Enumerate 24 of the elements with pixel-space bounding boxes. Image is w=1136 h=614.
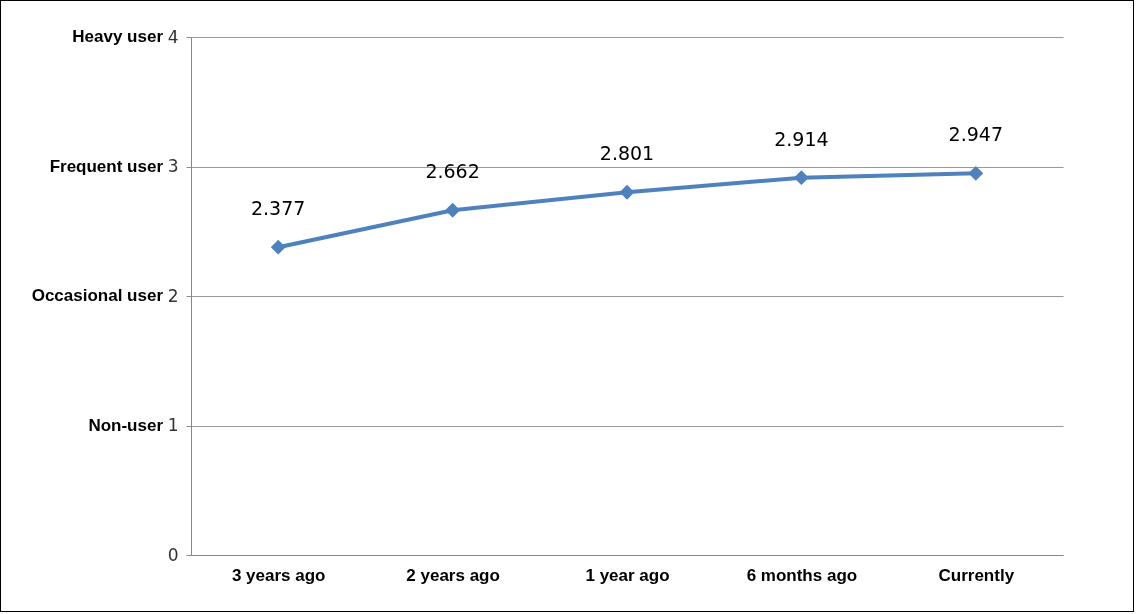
data-label: 2.947 — [948, 123, 1003, 146]
y-tick-label: 4 — [167, 26, 179, 47]
x-tick-label: 1 year ago — [585, 565, 670, 585]
data-label: 2.377 — [251, 197, 306, 220]
data-label: 2.914 — [774, 127, 829, 150]
data-label: 2.801 — [599, 142, 655, 165]
point — [270, 239, 286, 255]
y-tick-label: 1 — [167, 415, 179, 435]
data-label: 2.662 — [425, 160, 480, 183]
text: Occasional user — [31, 286, 164, 305]
y-tick-label: 3 — [167, 156, 179, 176]
point — [968, 165, 984, 181]
point — [619, 184, 635, 200]
y-tick-label: 0 — [167, 544, 179, 565]
point — [793, 170, 809, 186]
point — [445, 202, 461, 218]
text: Heavy user — [72, 27, 164, 46]
text: Frequent user — [49, 156, 164, 176]
y-tick-label: 2 — [167, 285, 179, 306]
x-tick-label: 2 years ago — [406, 565, 500, 585]
text: Non-user — [88, 415, 164, 435]
x-tick-label: Currently — [938, 565, 1015, 585]
x-tick-label: 3 years ago — [231, 565, 326, 585]
x-tick-label: 6 months ago — [746, 565, 858, 585]
